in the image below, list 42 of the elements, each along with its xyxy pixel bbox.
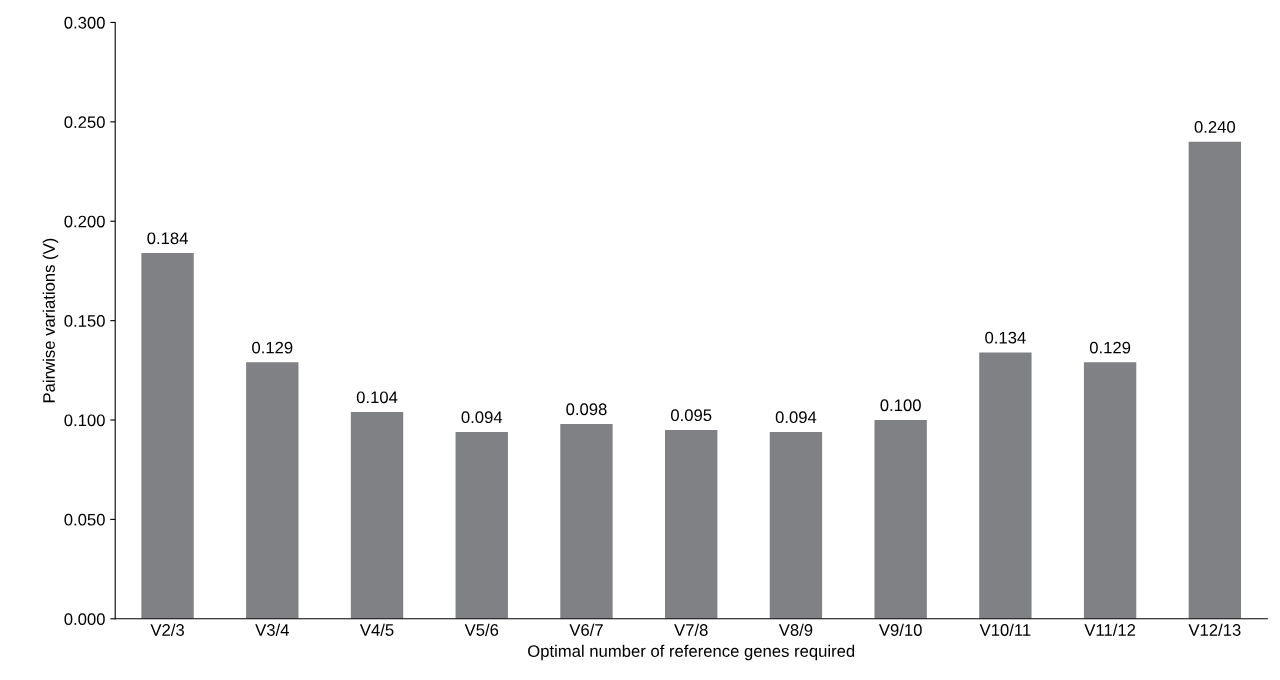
x-tick-label: V5/6 — [464, 623, 499, 636]
data-label: 0.129 — [252, 341, 293, 354]
x-tick-label: V2/3 — [150, 623, 184, 636]
x-tick-label: V12/13 — [1188, 623, 1241, 636]
data-label: 0.240 — [1194, 121, 1236, 133]
data-label: 0.094 — [775, 411, 817, 424]
bar — [874, 420, 927, 619]
y-axis-title: Pairwise variations (V) — [42, 238, 59, 403]
data-label: 0.129 — [1089, 341, 1131, 354]
data-label: 0.100 — [880, 399, 921, 412]
data-label: 0.095 — [671, 409, 712, 422]
x-tick-label: V10/11 — [979, 623, 1031, 636]
bar — [1083, 362, 1137, 619]
x-tick-label: V9/10 — [878, 623, 922, 636]
x-tick-label: V4/5 — [359, 623, 394, 636]
bar — [141, 253, 194, 619]
data-label: 0.104 — [356, 391, 398, 404]
y-tick-label: 0.200 — [64, 215, 105, 228]
bar — [665, 429, 718, 619]
bar — [246, 362, 299, 619]
y-tick-label: 0.100 — [64, 414, 105, 427]
x-tick-label: V7/8 — [674, 623, 708, 636]
x-tick-label: V3/4 — [255, 623, 289, 636]
x-tick-label: V6/7 — [569, 623, 603, 636]
bar — [350, 412, 404, 619]
x-tick-label: V11/12 — [1084, 623, 1136, 636]
x-axis-title: Optimal number of reference genes required — [528, 644, 855, 661]
y-tick-label: 0.250 — [64, 116, 105, 129]
data-label: 0.098 — [566, 403, 607, 416]
bar — [1188, 141, 1242, 619]
y-tick-label: 0.050 — [64, 513, 105, 526]
x-tick-label: V8/9 — [778, 623, 813, 636]
y-tick-label: 0.150 — [64, 315, 105, 327]
data-label: 0.134 — [985, 331, 1026, 344]
bar — [769, 431, 823, 619]
data-label: 0.094 — [461, 411, 503, 424]
bar — [560, 423, 613, 619]
y-tick-label: 0.000 — [64, 613, 105, 625]
y-tick-label: 0.300 — [64, 16, 105, 29]
bar — [979, 352, 1032, 619]
bar — [455, 431, 508, 619]
data-label: 0.184 — [147, 232, 188, 245]
